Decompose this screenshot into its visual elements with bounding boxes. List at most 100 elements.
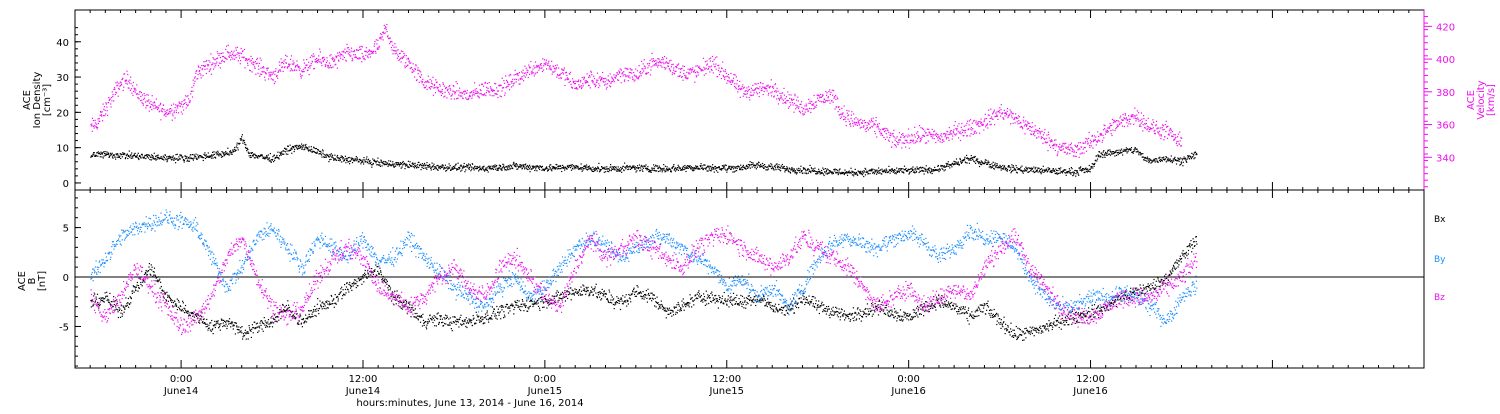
data-point — [138, 153, 139, 154]
data-point — [870, 170, 871, 171]
data-point — [175, 104, 176, 105]
data-point — [104, 153, 105, 154]
data-point — [175, 162, 176, 163]
data-point — [303, 144, 304, 145]
data-point — [285, 59, 286, 60]
data-point — [372, 164, 373, 165]
data-point — [113, 100, 114, 101]
data-point — [469, 167, 470, 168]
data-point — [893, 130, 894, 131]
data-point — [958, 123, 959, 124]
data-point — [108, 154, 109, 155]
data-point — [209, 71, 210, 72]
data-point — [885, 139, 886, 140]
data-point — [440, 86, 441, 87]
data-point — [581, 87, 582, 88]
data-point — [395, 50, 396, 51]
data-point — [106, 107, 107, 108]
data-point — [863, 125, 864, 126]
data-point — [798, 108, 799, 109]
data-point — [277, 75, 278, 76]
data-point — [814, 108, 815, 109]
data-point — [829, 89, 830, 90]
data-point — [557, 168, 558, 169]
data-point — [665, 62, 666, 63]
data-point — [471, 169, 472, 170]
data-point — [376, 39, 377, 40]
data-point — [391, 41, 392, 42]
data-point — [1092, 148, 1093, 149]
data-point — [804, 105, 805, 106]
data-point — [834, 170, 835, 171]
data-point — [270, 74, 271, 75]
data-point — [206, 154, 207, 155]
data-point — [961, 127, 962, 128]
data-point — [520, 167, 521, 168]
data-point — [204, 69, 205, 70]
data-point — [270, 160, 271, 161]
data-point — [773, 168, 774, 169]
data-point — [620, 171, 621, 172]
data-point — [426, 85, 427, 86]
data-point — [570, 167, 571, 168]
data-point — [1141, 119, 1142, 120]
data-point — [420, 77, 421, 78]
data-point — [932, 173, 933, 174]
data-point — [1111, 135, 1112, 136]
data-point — [957, 164, 958, 165]
data-point — [604, 172, 605, 173]
data-point — [734, 83, 735, 84]
data-point — [483, 169, 484, 170]
data-point — [1041, 173, 1042, 174]
data-point — [535, 166, 536, 167]
data-point — [1035, 168, 1036, 169]
data-point — [639, 65, 640, 66]
data-point — [954, 125, 955, 126]
data-point — [788, 171, 789, 172]
data-point — [710, 166, 711, 167]
data-point — [184, 99, 185, 100]
data-point — [1023, 117, 1024, 118]
data-point — [475, 93, 476, 94]
data-point — [220, 57, 221, 58]
data-point — [675, 71, 676, 72]
data-point — [629, 77, 630, 78]
data-point — [835, 169, 836, 170]
data-point — [158, 107, 159, 108]
data-point — [125, 83, 126, 84]
data-point — [198, 74, 199, 75]
data-point — [1020, 127, 1021, 128]
data-point — [641, 75, 642, 76]
data-point — [368, 159, 369, 160]
data-point — [1087, 139, 1088, 140]
data-point — [1062, 149, 1063, 150]
data-point — [611, 81, 612, 82]
data-point — [501, 170, 502, 171]
data-point — [173, 104, 174, 105]
data-point — [938, 169, 939, 170]
data-point — [853, 174, 854, 175]
data-point — [419, 76, 420, 77]
data-point — [801, 171, 802, 172]
data-point — [820, 94, 821, 95]
data-point — [988, 162, 989, 163]
data-point — [1162, 129, 1163, 130]
data-point — [661, 62, 662, 63]
data-point — [431, 169, 432, 170]
data-point — [815, 171, 816, 172]
data-point — [242, 143, 243, 144]
data-point — [665, 69, 666, 70]
data-point — [656, 65, 657, 66]
data-point — [230, 52, 231, 53]
data-point — [716, 56, 717, 57]
data-point — [381, 34, 382, 35]
data-point — [309, 67, 310, 68]
data-point — [1010, 109, 1011, 110]
data-point — [1007, 169, 1008, 170]
data-point — [420, 71, 421, 72]
data-point — [673, 70, 674, 71]
data-point — [929, 167, 930, 168]
data-point — [661, 59, 662, 60]
data-point — [625, 75, 626, 76]
data-point — [500, 96, 501, 97]
